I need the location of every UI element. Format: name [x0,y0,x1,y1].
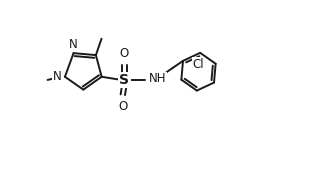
Text: O: O [118,100,128,113]
Text: S: S [119,73,129,87]
Text: N: N [69,38,78,51]
Text: N: N [52,70,61,83]
Text: NH: NH [149,72,167,85]
Text: Cl: Cl [193,58,204,71]
Text: O: O [120,47,129,60]
